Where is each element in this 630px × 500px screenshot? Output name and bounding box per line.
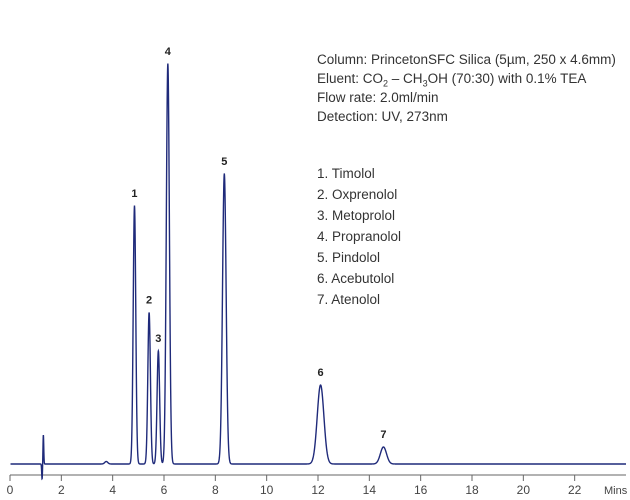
x-tick-label: 4 xyxy=(109,483,116,497)
detection-info: Detection: UV, 273nm xyxy=(317,109,448,124)
legend-item-1: 1. Timolol xyxy=(317,166,375,181)
legend-item-4: 4. Propranolol xyxy=(317,229,402,244)
legend-item-2: 2. Oxprenolol xyxy=(317,187,398,202)
legend-item-6: 6. Acebutolol xyxy=(317,271,395,286)
x-axis-label: Mins xyxy=(604,485,628,497)
x-tick-label: 20 xyxy=(517,483,531,497)
x-tick-label: 2 xyxy=(58,483,65,497)
x-tick-label: 16 xyxy=(414,483,428,497)
x-tick-label: 8 xyxy=(212,483,219,497)
x-tick-label: 12 xyxy=(311,483,325,497)
legend-item-3: 3. Metoprolol xyxy=(317,208,396,223)
chromatogram-trace xyxy=(10,63,626,481)
column-info: Column: PrincetonSFC Silica (5µm, 250 x … xyxy=(317,52,616,67)
peak-label-1: 1 xyxy=(131,188,137,200)
peak-label-6: 6 xyxy=(318,367,324,379)
x-tick-label: 14 xyxy=(363,483,377,497)
flow-rate-info: Flow rate: 2.0ml/min xyxy=(317,90,439,105)
compound-legend: 1. Timolol 2. Oxprenolol 3. Metoprolol 4… xyxy=(317,163,401,310)
peak-label-3: 3 xyxy=(155,333,161,345)
eluent-info: Eluent: CO2 – CH3OH (70:30) with 0.1% TE… xyxy=(317,71,587,89)
peak-label-4: 4 xyxy=(165,46,172,58)
legend-item-7: 7. Atenolol xyxy=(317,292,381,307)
peak-label-7: 7 xyxy=(380,429,386,441)
x-axis: 0 2 4 6 8 10 12 14 16 18 20 22 Mins xyxy=(7,474,628,497)
method-conditions: Column: PrincetonSFC Silica (5µm, 250 x … xyxy=(317,50,616,126)
peak-labels: 1 2 3 4 5 6 7 xyxy=(131,46,386,441)
legend-item-5: 5. Pindolol xyxy=(317,250,381,265)
x-tick-label: 18 xyxy=(465,483,479,497)
x-tick-label: 22 xyxy=(568,483,582,497)
x-tick-label: 0 xyxy=(7,483,14,497)
peak-label-5: 5 xyxy=(221,156,227,168)
x-tick-label: 6 xyxy=(161,483,168,497)
peak-label-2: 2 xyxy=(146,295,152,307)
x-tick-label: 10 xyxy=(260,483,274,497)
